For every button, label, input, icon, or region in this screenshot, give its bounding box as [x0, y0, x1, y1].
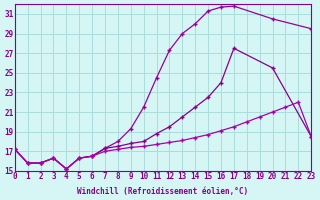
- X-axis label: Windchill (Refroidissement éolien,°C): Windchill (Refroidissement éolien,°C): [77, 187, 249, 196]
